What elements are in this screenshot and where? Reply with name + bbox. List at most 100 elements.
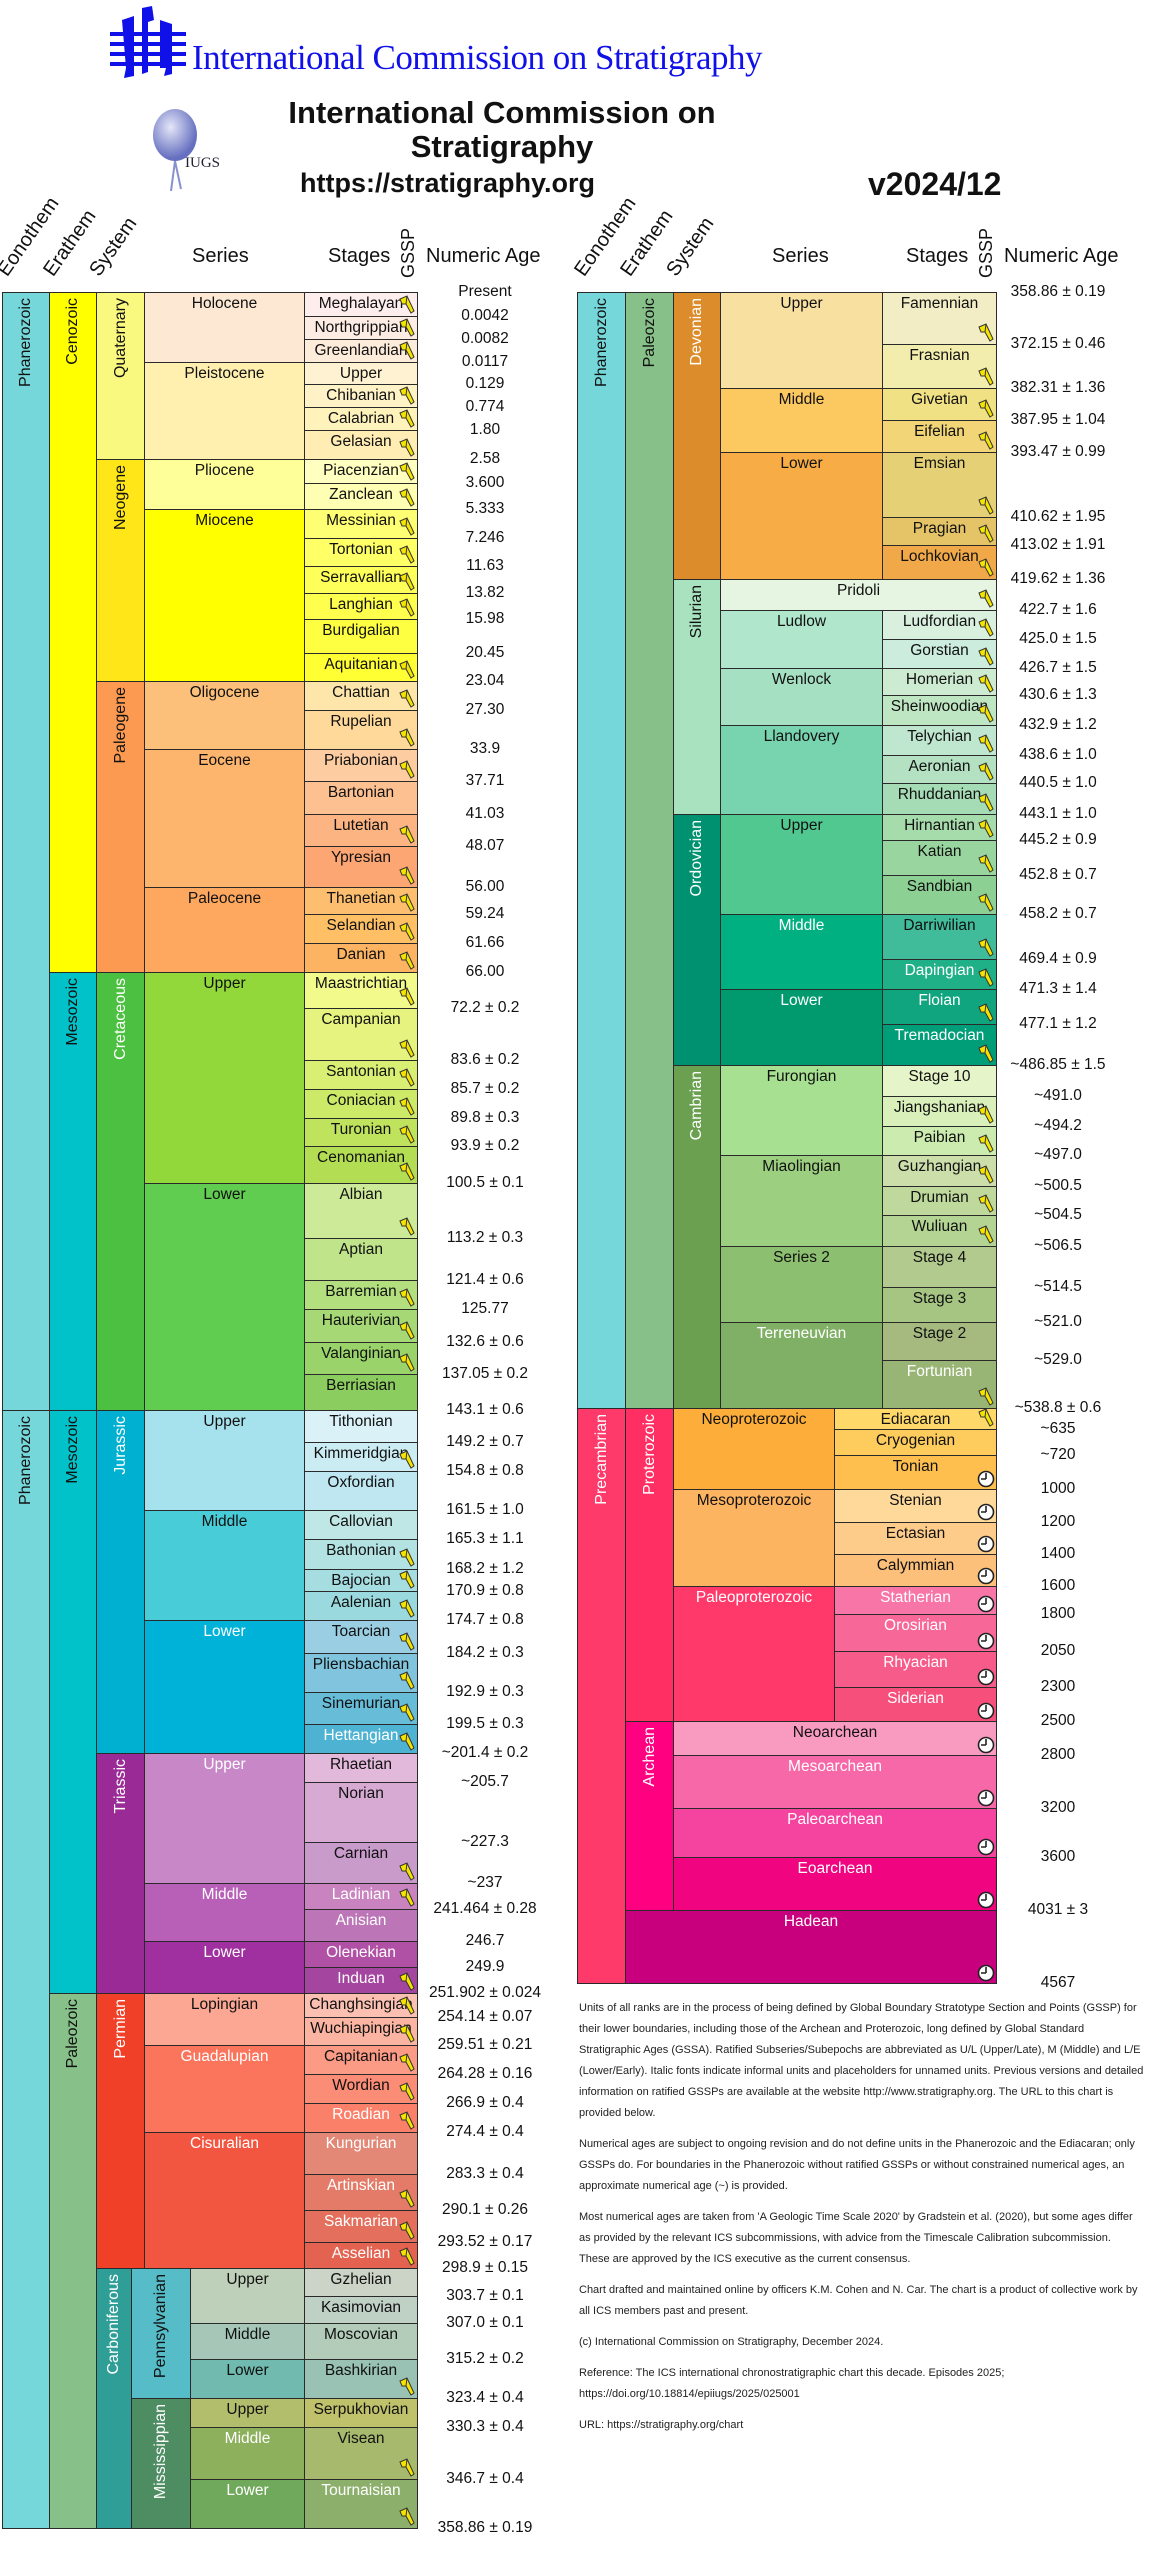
gssp-golden-spike-icon xyxy=(977,762,995,782)
stage-cell-label: Langhian xyxy=(329,596,393,614)
stage-cell-label: Thanetian xyxy=(326,889,396,907)
gssp-golden-spike-icon xyxy=(977,647,995,667)
stage-cell: Ypresian xyxy=(304,846,418,888)
stage-cell-label: Northgrippian xyxy=(314,319,408,337)
numeric-age-label: ~491.0 xyxy=(1034,1086,1082,1104)
stage-cell: Tortonian xyxy=(304,538,418,567)
stage-cell: Aeronian xyxy=(882,755,997,784)
stage-cell: Stage 2 xyxy=(882,1322,997,1361)
numeric-age-label: 372.15 ± 0.46 xyxy=(1010,334,1106,352)
numeric-age-label: 165.3 ± 1.1 xyxy=(446,1530,524,1548)
numeric-age-label: 254.14 ± 0.07 xyxy=(437,2008,533,2026)
series-cell: Lower xyxy=(144,1183,305,1411)
stage-cell-label: Artinskian xyxy=(326,2177,396,2195)
numeric-age-label: 72.2 ± 0.2 xyxy=(450,999,520,1017)
stage-cell: Aalenian xyxy=(304,1591,418,1622)
era-cell: Cenozoic xyxy=(49,292,97,974)
stage-cell: Rhuddanian xyxy=(882,782,997,815)
gssp-golden-spike-icon xyxy=(977,558,995,578)
stage-cell-label: Hadean xyxy=(783,1913,839,1931)
stage-cell: Cenomanian xyxy=(304,1145,418,1184)
numeric-age-label: 393.47 ± 0.99 xyxy=(1010,443,1106,461)
stage-cell: Visean xyxy=(304,2427,418,2480)
stage-cell-label: Tithonian xyxy=(329,1412,393,1430)
series-cell: Llandovery xyxy=(720,724,883,815)
stage-cell: Homerian xyxy=(882,667,997,697)
numeric-age-label: 5.333 xyxy=(465,500,505,518)
numeric-age-label: 445.2 ± 0.9 xyxy=(1019,830,1097,848)
gssp-golden-spike-icon xyxy=(398,517,416,537)
stage-cell: Albian xyxy=(304,1183,418,1240)
stage-cell: Calymmian xyxy=(834,1553,997,1588)
series-cell-label: Middle xyxy=(201,1513,248,1531)
stage-cell-label: Bartonian xyxy=(327,784,395,802)
gssp-golden-spike-icon xyxy=(398,2111,416,2131)
series-cell: Miocene xyxy=(144,509,305,682)
numeric-age-label: 7.246 xyxy=(465,529,505,547)
series-cell-label: Pleistocene xyxy=(184,364,265,382)
numeric-age-label: 41.03 xyxy=(465,804,505,822)
numeric-age-label: ~521.0 xyxy=(1034,1313,1082,1331)
stage-cell-label: Pragian xyxy=(912,520,967,538)
gssp-golden-spike-icon xyxy=(398,2053,416,2073)
system-cell-label: Devonian xyxy=(688,298,705,366)
gssp-golden-spike-icon xyxy=(977,366,995,387)
era-cell-label: Paleozoic xyxy=(640,298,658,368)
eon-cell: Phanerozoic xyxy=(577,292,626,1410)
stage-cell-label: Tremadocian xyxy=(894,1027,985,1045)
numeric-age-label: 323.4 ± 0.4 xyxy=(446,2389,524,2406)
stage-cell: Rhyacian xyxy=(834,1651,997,1688)
stage-cell-label: Olenekian xyxy=(326,1944,396,1962)
stage-cell: Wuchiapingian xyxy=(304,2017,418,2046)
stage-cell-label: Piacenzian xyxy=(323,461,399,479)
numeric-age-label: ~494.2 xyxy=(1034,1117,1082,1135)
stage-cell-label: Aquitanian xyxy=(324,656,398,674)
gssp-golden-spike-icon xyxy=(398,760,416,780)
stage-cell-label: Sandbian xyxy=(906,878,973,896)
chart-notes: Units of all ranks are in the process of… xyxy=(579,1998,1144,2446)
gssp-golden-spike-icon xyxy=(977,967,995,988)
numeric-age-label: 430.6 ± 1.3 xyxy=(1019,686,1097,704)
gssp-golden-spike-icon xyxy=(398,598,416,618)
stage-cell-label: Rhyacian xyxy=(883,1654,948,1672)
stage-cell-label: Pridoli xyxy=(836,581,881,599)
gssp-golden-spike-icon xyxy=(977,1003,995,1023)
stage-cell: Kasimovian xyxy=(304,2295,418,2325)
stage-cell: Aptian xyxy=(304,1238,418,1282)
series-cell-label: Upper xyxy=(203,975,246,993)
stage-cell: Olenekian xyxy=(304,1941,418,1969)
note-url-link[interactable]: URL: https://stratigraphy.org/chart xyxy=(579,2419,744,2431)
note-paragraph: Numerical ages are subject to ongoing re… xyxy=(579,2138,1135,2192)
stage-cell-label: Visean xyxy=(337,2430,385,2448)
banner-title: International Commission on Stratigraphy xyxy=(192,38,763,77)
stage-cell-label: Serravallian xyxy=(320,568,402,586)
series-cell: Middle xyxy=(720,914,883,990)
stage-cell: Langhian xyxy=(304,593,418,621)
numeric-age-label: 15.98 xyxy=(465,610,505,628)
stage-cell-label: Neoarchean xyxy=(792,1723,878,1741)
numeric-age-label: 168.2 ± 1.2 xyxy=(446,1559,524,1577)
stage-cell: Chibanian xyxy=(304,384,418,408)
series-cell: Holocene xyxy=(144,292,305,363)
stage-cell: Bajocian xyxy=(304,1568,418,1593)
stage-cell-label: Turonian xyxy=(330,1121,392,1139)
stage-cell-label: Eoarchean xyxy=(797,1859,873,1877)
page-title-line2: Stratigraphy xyxy=(410,129,594,164)
gssp-golden-spike-icon xyxy=(977,1194,995,1214)
stage-cell-label: Greenlandian xyxy=(314,341,408,359)
stage-cell: Guzhangian xyxy=(882,1155,997,1188)
numeric-age-label: 184.2 ± 0.3 xyxy=(446,1643,524,1661)
series-cell: Lower xyxy=(144,1620,305,1755)
stage-cell-label: Serpukhovian xyxy=(313,2401,409,2418)
numeric-age-label: ~201.4 ± 0.2 xyxy=(441,1744,529,1762)
stage-cell: Artinskian xyxy=(304,2174,418,2212)
numeric-age-label: 27.30 xyxy=(465,700,505,718)
gssp-golden-spike-icon xyxy=(398,689,416,709)
numeric-age-label: 266.9 ± 0.4 xyxy=(446,2094,524,2112)
stage-cell: Maastrichtian xyxy=(304,972,418,1010)
gssa-clock-icon xyxy=(977,1565,995,1585)
gssp-golden-spike-icon xyxy=(398,2082,416,2102)
site-url-link[interactable]: https://stratigraphy.org xyxy=(300,168,596,198)
numeric-age-label: ~529.0 xyxy=(1034,1350,1082,1368)
gssp-golden-spike-icon xyxy=(398,1321,416,1341)
